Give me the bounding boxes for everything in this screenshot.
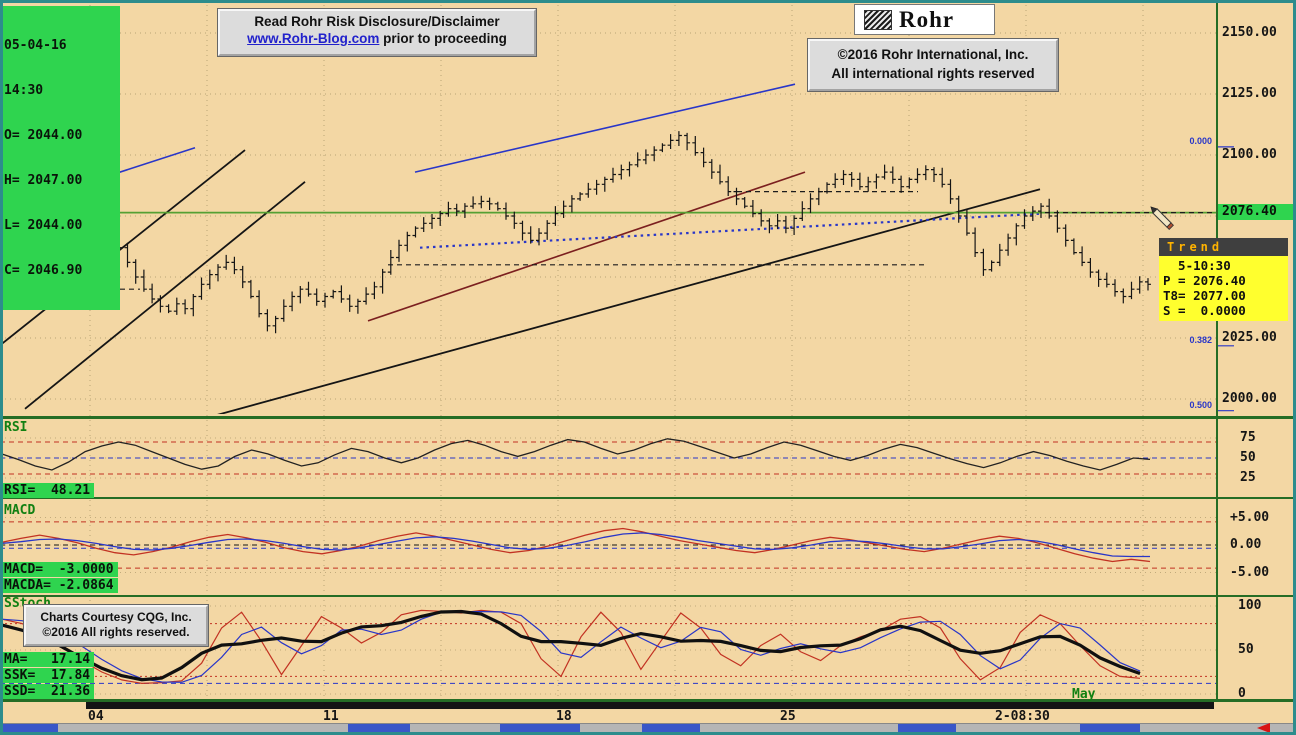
panel-divider [0, 595, 1296, 597]
stoch-scale-label: 50 [1238, 642, 1254, 657]
rohr-logo: Rohr [854, 4, 995, 35]
scroll-left-arrow-icon[interactable] [1257, 723, 1270, 733]
price-tick-label: 2000.00 [1222, 391, 1277, 406]
scrollbar-segment [348, 724, 410, 734]
copyright-line1: ©2016 Rohr International, Inc. [837, 47, 1029, 62]
cqg-credit-line1: Charts Courtesy CQG, Inc. [40, 610, 192, 624]
time-axis-label: 25 [780, 709, 796, 724]
disclaimer-title: Read Rohr Risk Disclosure/Disclaimer [254, 14, 500, 29]
scrollbar-segment [0, 724, 58, 734]
bar-date: 05-04-16 [4, 38, 67, 53]
price-tick-label: 2125.00 [1222, 86, 1277, 101]
macd-scale-label: -5.00 [1230, 565, 1270, 580]
stoch-ssk-readout: SSK= 17.84 [0, 668, 95, 683]
scrollbar-segment [642, 724, 700, 734]
stoch-scale-label: 0 [1238, 686, 1246, 701]
macd-readout: MACD= -3.0000 [0, 562, 118, 577]
scrollbar-segment [898, 724, 956, 734]
trend-box-title: Trend [1159, 238, 1288, 256]
pencil-cursor-icon [1150, 206, 1174, 230]
time-axis-label: 2-08:30 [995, 709, 1050, 724]
month-label: May [1072, 687, 1096, 702]
panel-divider [0, 416, 1296, 419]
current-price-tag: 2076.40 [1218, 204, 1296, 220]
time-axis-label: 18 [556, 709, 572, 724]
copyright-line2: All international rights reserved [831, 66, 1035, 81]
disclaimer-box: Read Rohr Risk Disclosure/Disclaimer www… [218, 9, 536, 56]
trend-box-row: P = 2076.40 [1163, 273, 1246, 288]
time-axis-label: 04 [88, 709, 104, 724]
time-axis-label: 11 [323, 709, 339, 724]
cqg-credit-box: Charts Courtesy CQG, Inc. ©2016 All righ… [24, 605, 208, 646]
rsi-readout: RSI= 48.21 [0, 483, 95, 498]
rsi-scale-label: 50 [1240, 450, 1256, 465]
trend-box-row: S = 0.0000 [1163, 303, 1246, 318]
trend-box-body: 5-10:30 P = 2076.40 T8= 2077.00 S = 0.0000 [1159, 256, 1288, 321]
panel-divider [0, 699, 1296, 702]
rsi-scale-label: 75 [1240, 430, 1256, 445]
macd-scale-label: 0.00 [1230, 537, 1262, 552]
trend-box-row: T8= 2077.00 [1163, 288, 1246, 303]
window-frame [0, 732, 1296, 735]
bar-open: O= 2044.00 [4, 128, 83, 143]
price-axis-divider [1216, 0, 1218, 702]
disclaimer-suffix: prior to proceeding [379, 31, 507, 46]
bar-close: C= 2046.90 [4, 263, 83, 278]
price-tick-label: 2150.00 [1222, 25, 1277, 40]
bar-high: H= 2047.00 [4, 173, 83, 188]
window-frame [0, 0, 3, 735]
trend-box-row: 5-10:30 [1163, 258, 1231, 273]
scrollbar-segment [1080, 724, 1140, 734]
macda-readout: MACDA= -2.0864 [0, 578, 118, 593]
bar-low: L= 2044.00 [4, 218, 83, 233]
window-frame [0, 0, 1296, 3]
macd-panel-label: MACD [4, 503, 36, 518]
horizontal-scrollbar[interactable] [0, 723, 1296, 734]
panel-divider [0, 497, 1296, 499]
cqg-credit-line2: ©2016 All rights reserved. [42, 625, 190, 639]
trendline-info-box: Trend 5-10:30 P = 2076.40 T8= 2077.00 S = 0… [1159, 238, 1288, 321]
stoch-ma-readout: MA= 17.14 [0, 652, 95, 667]
rohr-logo-icon [864, 9, 892, 30]
rsi-scale-label: 25 [1240, 470, 1256, 485]
price-tick-label: 2025.00 [1222, 330, 1277, 345]
fib-level-label: 0.382 [1189, 335, 1212, 345]
scrollbar-segment [500, 724, 580, 734]
copyright-box: ©2016 Rohr International, Inc. All inter… [808, 39, 1058, 91]
ohlc-info-box: 05-04-16 14:30 O= 2044.00 H= 2047.00 L= … [0, 6, 120, 310]
fib-level-label: 0.000 [1189, 136, 1212, 146]
rsi-panel-label: RSI [4, 420, 28, 435]
bar-time: 14:30 [4, 83, 44, 98]
macd-scale-label: +5.00 [1230, 510, 1270, 525]
rohr-blog-link[interactable]: www.Rohr-Blog.com [247, 31, 380, 46]
stoch-ssd-readout: SSD= 21.36 [0, 684, 95, 699]
window-frame [1293, 0, 1296, 735]
stoch-scale-label: 100 [1238, 598, 1262, 613]
price-tick-label: 2100.00 [1222, 147, 1277, 162]
fib-level-label: 0.500 [1189, 400, 1212, 410]
session-bar[interactable] [86, 702, 1214, 709]
rohr-logo-text: Rohr [899, 6, 955, 32]
